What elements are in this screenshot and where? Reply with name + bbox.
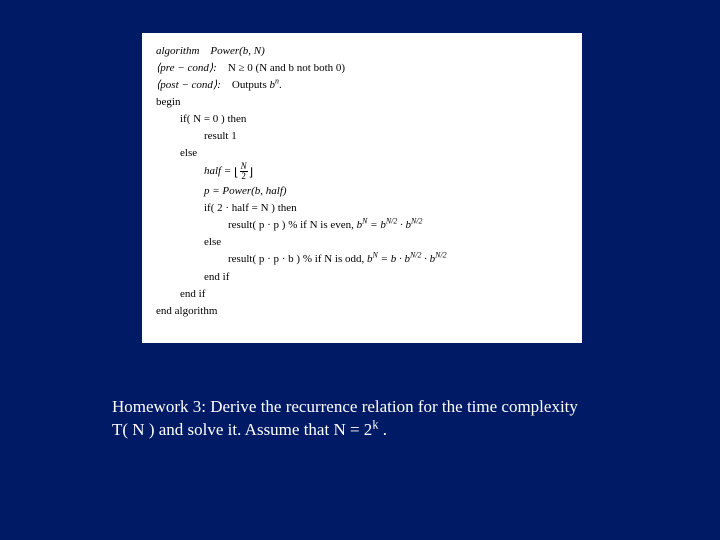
algo-line-begin: begin [156,94,568,111]
caption-line2: T( N ) and solve it. Assume that N = 2k … [112,419,652,442]
postcond-label: ⟨post − cond⟩: [156,79,221,91]
algo-line-if0: if( N = 0 ) then [156,111,568,128]
algo-line-endalgo: end algorithm [156,303,568,320]
half-den: 2 [240,172,248,181]
res-even-e3: N/2 [411,217,422,226]
algo-line-else-inner: else [156,234,568,251]
algo-line-result-odd: result( p · p · b ) % if N is odd, bN = … [156,251,568,268]
res-odd-b: % if N is odd, [300,253,367,265]
rfloor-icon: ⌋ [249,167,254,179]
caption-line2a: T( N ) and solve it. Assume that N = 2 [112,420,372,439]
caption-line1: Homework 3: Derive the recurrence relati… [112,396,652,419]
algo-line-result1: result 1 [156,128,568,145]
kw-algorithm: algorithm [156,45,199,57]
algo-line-precond: ⟨pre − cond⟩: N ≥ 0 (N and b not both 0) [156,60,568,77]
precond-text: N ≥ 0 (N and b not both 0) [228,62,345,74]
res-odd-e3: N/2 [435,251,446,260]
algo-line-else0: else [156,145,568,162]
algo-call: Power(b, N) [210,45,264,57]
algo-line-result-even: result( p · p ) % if N is even, bN = bN/… [156,217,568,234]
algo-line-postcond: ⟨post − cond⟩: Outputs bn. [156,77,568,94]
res-even-e2: N/2 [386,217,397,226]
algo-line-half: half = ⌊N2⌋ [156,162,568,183]
algo-line-endif-outer: end if [156,286,568,303]
res-even-d: = b [367,219,385,231]
algo-line-header: algorithm Power(b, N) [156,43,568,60]
res-odd-e2: N/2 [410,251,421,260]
algo-line-p: p = Power(b, half) [156,183,568,200]
half-a: half = [204,165,234,177]
caption-line2b: . [378,420,387,439]
algo-line-endif-inner: end if [156,269,568,286]
half-frac: N2 [239,162,249,181]
algo-line-if-even: if( 2 · half = N ) then [156,200,568,217]
algorithm-box: algorithm Power(b, N) ⟨pre − cond⟩: N ≥ … [142,33,582,343]
precond-label: ⟨pre − cond⟩: [156,62,217,74]
res-odd-d: = b · b [378,253,410,265]
homework-caption: Homework 3: Derive the recurrence relati… [112,396,652,442]
postcond-text-c: . [279,79,282,91]
res-even-a: result( p · p ) [228,219,285,231]
postcond-text-a: Outputs [232,79,270,91]
res-even-e: · b [397,219,411,231]
res-even-b: % if N is even, [285,219,356,231]
res-odd-e: · b [421,253,435,265]
res-odd-a: result( p · p · b ) [228,253,300,265]
